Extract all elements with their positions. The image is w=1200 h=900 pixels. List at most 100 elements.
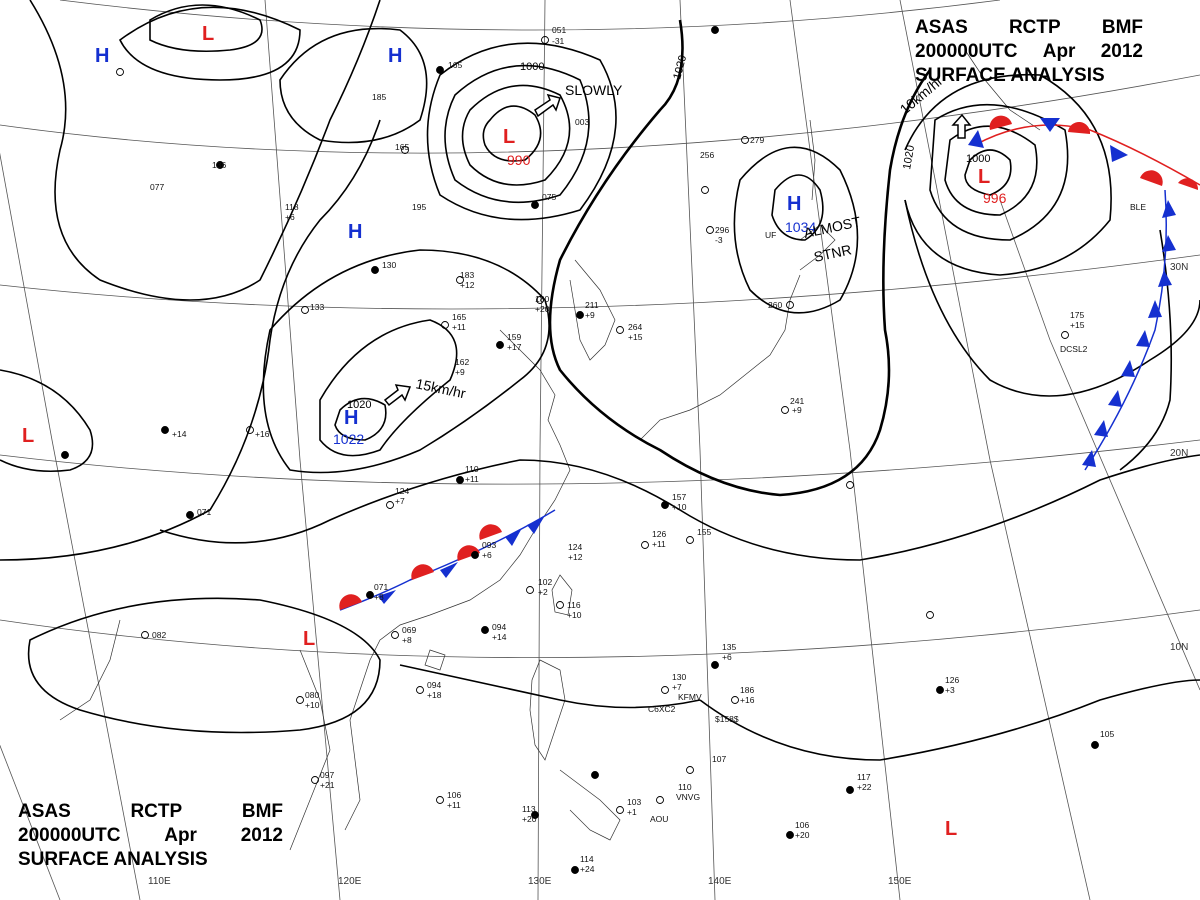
station-marker xyxy=(186,511,194,519)
station-id: $158$ xyxy=(715,714,739,724)
station-marker xyxy=(936,686,944,694)
isobar-1020-bold xyxy=(548,19,932,497)
header-time: 200000UTC xyxy=(915,41,1018,62)
isobar-low-north-4 xyxy=(426,42,617,221)
header-line-2: 200000UTC Apr 2012 xyxy=(915,40,1143,64)
station-marker xyxy=(656,796,664,804)
station-value: 117 xyxy=(857,772,871,782)
station-marker xyxy=(141,631,149,639)
station-marker xyxy=(741,136,749,144)
station-value: +21 xyxy=(320,780,335,790)
high-center-mid: H xyxy=(348,221,362,243)
header-month: Apr xyxy=(164,825,197,846)
station-value: +6 xyxy=(482,550,492,560)
station-value: 165 xyxy=(448,60,462,70)
isobar-low-north-inner xyxy=(482,105,542,162)
station-value: -3 xyxy=(715,235,723,245)
station-id: C6XC2 xyxy=(648,704,676,714)
header-line-2: 200000UTC Apr 2012 xyxy=(18,824,283,848)
station-value: 165 xyxy=(452,312,466,322)
station-value: 279 xyxy=(750,135,764,145)
station-value: 110 xyxy=(678,782,692,792)
station-marker xyxy=(161,426,169,434)
station-marker xyxy=(531,201,539,209)
station-value: 107 xyxy=(712,754,726,764)
cold-front-triangle xyxy=(1162,235,1176,252)
parallel-20n xyxy=(0,439,1200,485)
station-marker xyxy=(401,146,409,154)
station-id: AOU xyxy=(650,814,668,824)
station-value: +15 xyxy=(1070,320,1085,330)
station-value: 133 xyxy=(310,302,324,312)
station-value: 106 xyxy=(795,820,809,830)
isobar-nw-1 xyxy=(149,4,263,53)
cold-front-triangle xyxy=(1162,200,1176,218)
station-value: 110 xyxy=(465,464,479,474)
cold-front-triangle xyxy=(968,130,984,148)
isobar-long-south xyxy=(0,119,381,561)
station-value: +9 xyxy=(792,405,802,415)
header-line-3: SURFACE ANALYSIS xyxy=(18,848,283,872)
parallel-10n xyxy=(0,609,1200,659)
header-code: BMF xyxy=(241,801,283,822)
station-value: 136 xyxy=(212,160,226,170)
lat-label: 10N xyxy=(1170,642,1188,653)
station-marker xyxy=(731,696,739,704)
isobar-high-east-2 xyxy=(733,146,859,314)
low-center-north: L xyxy=(503,126,515,148)
coast-korea xyxy=(569,259,616,361)
warm-front-semicircle xyxy=(479,524,502,540)
header-year: 2012 xyxy=(1100,41,1143,62)
isobar-west-1020 xyxy=(334,397,387,441)
station-marker xyxy=(471,551,479,559)
station-value: 113 xyxy=(522,804,536,814)
isobar-n-1 xyxy=(279,27,428,144)
isobar-low-north-2 xyxy=(461,84,571,186)
station-marker xyxy=(416,686,424,694)
station-value: 159 xyxy=(507,332,521,342)
low-center-east: L xyxy=(978,166,990,188)
station-marker xyxy=(781,406,789,414)
station-marker xyxy=(441,321,449,329)
cold-front-triangle xyxy=(1121,360,1135,377)
station-marker xyxy=(481,626,489,634)
coast-sakhalin xyxy=(809,119,816,201)
isobar-label: 1020 xyxy=(901,144,917,170)
cold-front-triangle xyxy=(1136,330,1150,347)
isobar-label: 1020 xyxy=(347,399,371,411)
isobar-big-west xyxy=(29,0,381,301)
station-id: VNVG xyxy=(676,792,700,802)
station-value: +14 xyxy=(172,429,187,439)
low-center-left: L xyxy=(22,425,34,447)
coast-indochina xyxy=(289,649,331,851)
station-value: 003 xyxy=(575,117,589,127)
station-value: 071 xyxy=(374,582,388,592)
station-marker xyxy=(591,771,599,779)
warm-front-line-east xyxy=(974,124,1200,186)
station-marker xyxy=(641,541,649,549)
lon-label: 120E xyxy=(338,876,362,887)
lat-label: 20N xyxy=(1170,448,1188,459)
stationary-front xyxy=(339,509,556,611)
station-marker xyxy=(576,311,584,319)
isobar-west-3 xyxy=(262,249,550,474)
cold-front-triangle xyxy=(1158,270,1172,287)
stationary-front-line xyxy=(339,509,556,611)
station-marker xyxy=(246,426,254,434)
lon-label: 140E xyxy=(708,876,732,887)
station-marker xyxy=(526,586,534,594)
station-marker xyxy=(1061,331,1069,339)
lon-label: 110E xyxy=(148,876,171,887)
station-marker xyxy=(311,776,319,784)
station-marker xyxy=(436,796,444,804)
low-center-top: L xyxy=(202,23,214,45)
station-value: 180 xyxy=(535,294,549,304)
station-value: 211 xyxy=(585,300,599,310)
station-value: 106 xyxy=(447,790,461,800)
isobar-low-east-3 xyxy=(929,103,1069,241)
coast-kamchatka xyxy=(964,49,1041,131)
station-marker xyxy=(556,601,564,609)
cold-front-triangle xyxy=(527,517,544,534)
station-marker xyxy=(61,451,69,459)
